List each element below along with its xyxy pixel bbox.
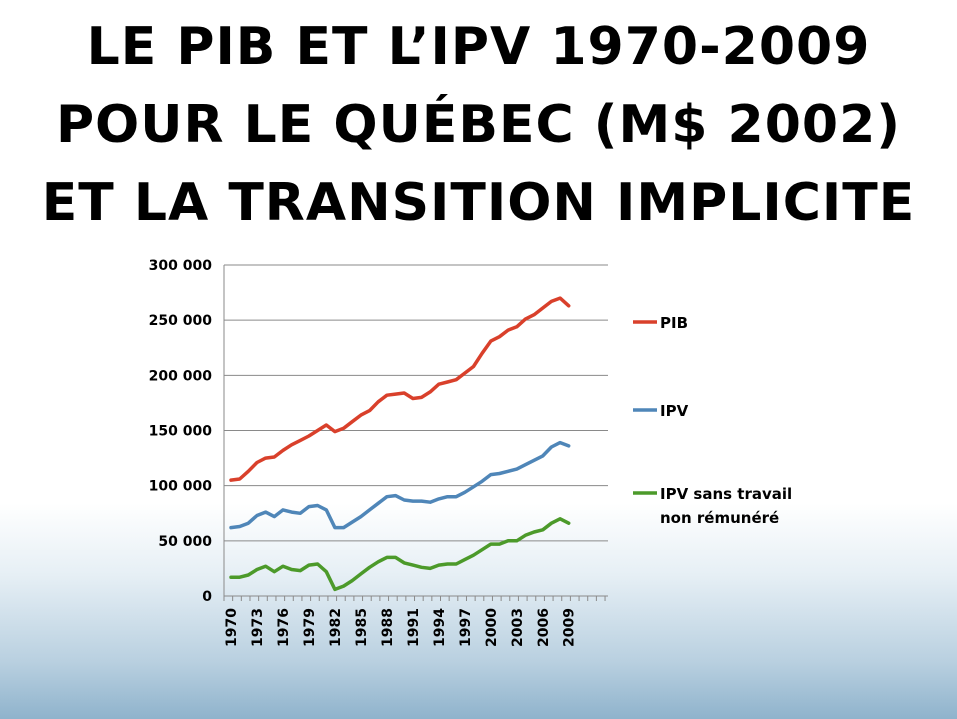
x-tick-label: 1976 bbox=[276, 608, 292, 647]
x-tick-label: 1991 bbox=[406, 608, 422, 647]
legend-label-2: IPV bbox=[660, 402, 689, 420]
series-line-3 bbox=[229, 517, 571, 592]
series-line-1 bbox=[229, 296, 571, 482]
x-tick-label: 1982 bbox=[328, 608, 344, 647]
x-tick-label: 1994 bbox=[432, 608, 448, 647]
x-tick-label: 2009 bbox=[562, 608, 578, 647]
y-tick-label: 100 000 bbox=[149, 479, 213, 495]
title-line-2: POUR LE QUÉBEC (M$ 2002) bbox=[55, 95, 902, 155]
title-line-3: ET LA TRANSITION IMPLICITE bbox=[41, 173, 916, 233]
series-line-2 bbox=[229, 440, 571, 530]
x-tick-label: 2003 bbox=[510, 608, 526, 647]
x-tick-label: 2000 bbox=[484, 608, 500, 647]
title-line-1: LE PIB ET L’IPV 1970-2009 bbox=[86, 17, 871, 77]
x-tick-label: 1973 bbox=[250, 608, 266, 647]
slide-title: LE PIB ET L’IPV 1970-2009 POUR LE QUÉBEC… bbox=[0, 8, 957, 242]
y-tick-label: 0 bbox=[202, 589, 212, 605]
legend-label-1: PIB bbox=[660, 314, 688, 332]
x-tick-label: 1988 bbox=[380, 608, 396, 647]
x-tick-label: 1979 bbox=[302, 608, 318, 647]
y-tick-label: 250 000 bbox=[149, 313, 213, 329]
y-tick-label: 300 000 bbox=[149, 258, 213, 274]
x-tick-label: 1970 bbox=[224, 608, 240, 647]
legend-label-3: IPV sans travail non rémunéré bbox=[660, 485, 792, 527]
x-tick-label: 1997 bbox=[458, 608, 474, 647]
x-tick-label: 2006 bbox=[536, 608, 552, 647]
x-tick-label: 1985 bbox=[354, 608, 370, 647]
y-tick-label: 200 000 bbox=[149, 368, 213, 384]
y-tick-label: 50 000 bbox=[158, 534, 212, 550]
y-tick-label: 150 000 bbox=[149, 424, 213, 440]
